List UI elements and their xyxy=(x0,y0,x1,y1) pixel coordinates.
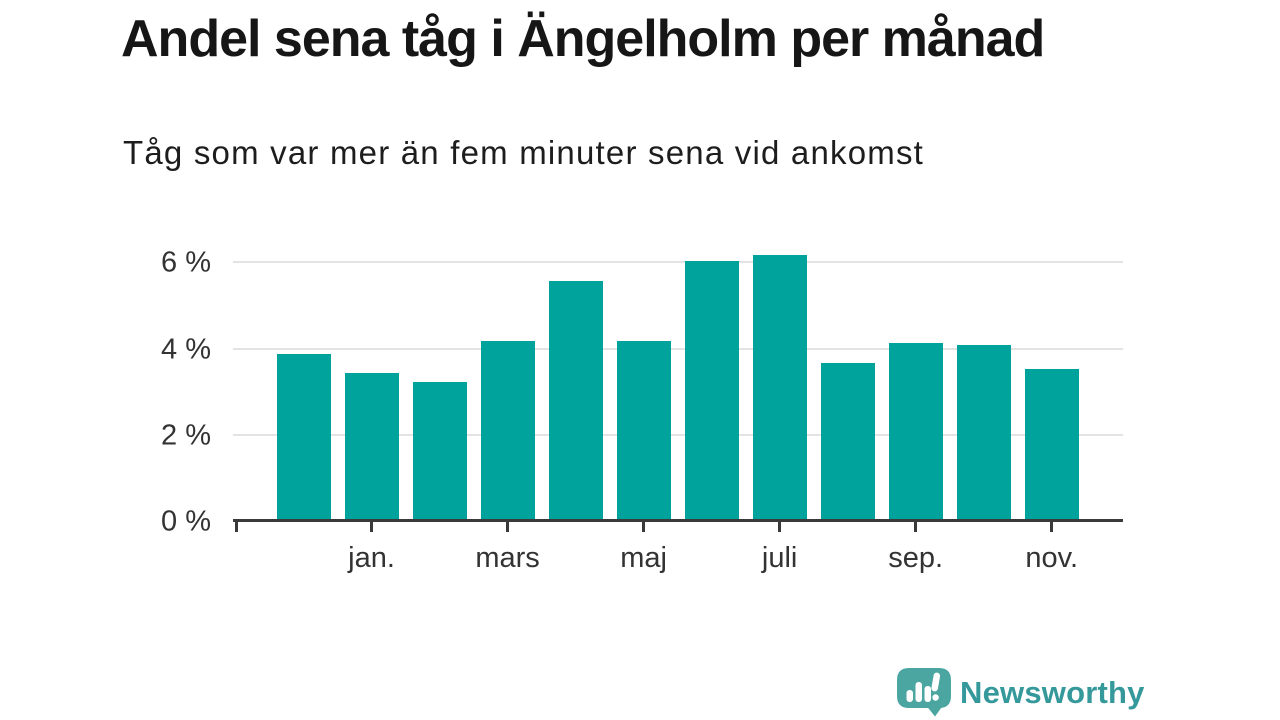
logo-exclamation-dot xyxy=(932,694,939,701)
gridline-4 xyxy=(233,347,1123,350)
axis-tick-sep. xyxy=(914,522,918,532)
y-tick-label: 6 % xyxy=(161,246,211,279)
bar-aug xyxy=(820,362,875,520)
bar-dec xyxy=(276,354,331,520)
y-tick-label: 4 % xyxy=(161,333,211,366)
axis-tick-jan. xyxy=(370,522,374,532)
gridline-2 xyxy=(233,433,1123,436)
x-tick-label: jan. xyxy=(348,542,395,574)
bar-april xyxy=(548,280,603,520)
axis-edge-tick xyxy=(235,522,238,532)
y-axis-labels: 0 % 2 % 4 % 6 % xyxy=(100,237,211,538)
axis-tick-nov. xyxy=(1050,522,1054,532)
bar-sep xyxy=(888,343,943,520)
chart-title: Andel sena tåg i Ängelholm per månad xyxy=(121,10,1045,68)
x-tick-label: maj xyxy=(620,542,667,574)
x-tick-label: sep. xyxy=(888,542,944,574)
x-tick-label: juli xyxy=(761,542,798,574)
logo-bar-mid xyxy=(924,686,931,702)
x-tick-label: mars xyxy=(475,542,540,574)
x-tick-label: nov. xyxy=(1025,542,1079,574)
logo-bar-small xyxy=(906,690,913,702)
bar-nov xyxy=(1024,369,1079,520)
bar-juli xyxy=(752,254,807,520)
brand-footer: Newsworthy xyxy=(897,668,1145,717)
y-tick-label: 2 % xyxy=(161,419,211,452)
x-axis-line xyxy=(233,519,1123,522)
bar-juni xyxy=(684,261,739,520)
logo-exclamation-bar xyxy=(931,672,941,692)
brand-name: Newsworthy xyxy=(960,674,1145,710)
gridline-6 xyxy=(233,261,1123,264)
bar-jan xyxy=(344,373,399,520)
y-tick-label: 0 % xyxy=(161,505,211,538)
newsworthy-logo-icon xyxy=(897,668,951,717)
bar-feb xyxy=(412,382,467,520)
bar-maj xyxy=(616,341,671,520)
axis-tick-juli xyxy=(778,522,782,532)
chart-subtitle: Tåg som var mer än fem minuter sena vid … xyxy=(123,134,925,171)
axis-tick-maj xyxy=(642,522,646,532)
bar-mars xyxy=(480,341,535,520)
bar-okt xyxy=(956,345,1011,520)
axis-tick-mars xyxy=(506,522,510,532)
plot-area: jan. mars maj juli sep. nov. xyxy=(233,237,1123,574)
logo-bar-tall xyxy=(915,682,922,702)
